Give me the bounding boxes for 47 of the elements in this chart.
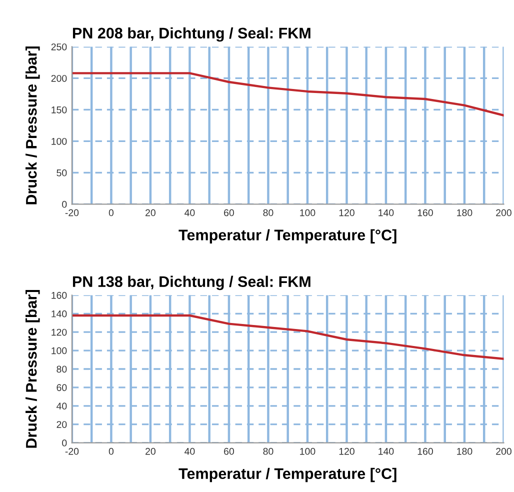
- x-axis-title: Temperatur / Temperature [°C]: [178, 229, 396, 244]
- x-tick-label: 20: [146, 209, 156, 216]
- y-tick-label: 40: [56, 402, 67, 410]
- x-tick-label: 80: [263, 448, 274, 455]
- x-tick-label: 40: [184, 448, 195, 455]
- x-tick-label: 120: [339, 448, 354, 455]
- x-tick-label: 200: [496, 209, 512, 216]
- x-axis-title: Temperatur / Temperature [°C]: [178, 468, 396, 482]
- x-tick-label: 80: [263, 209, 274, 216]
- y-tick-label: 0: [62, 200, 67, 208]
- y-tick-label: 100: [52, 347, 67, 354]
- x-tick-label: 140: [378, 448, 394, 455]
- line-series: [72, 314, 504, 360]
- y-tick-label: 120: [52, 328, 67, 336]
- x-tick-label: 160: [418, 209, 433, 216]
- x-tick-label: 100: [300, 448, 316, 455]
- x-tick-label: 140: [378, 209, 394, 216]
- y-tick-label: 100: [52, 138, 67, 145]
- chart-title: PN 208 bar, Dichtung / Seal: FKM: [72, 27, 310, 42]
- y-tick-label: 80: [56, 366, 67, 373]
- x-tick-label: 120: [339, 209, 354, 216]
- x-tick-label: 180: [457, 448, 472, 455]
- x-tick-label: 60: [224, 448, 234, 455]
- y-tick-label: 200: [51, 74, 67, 82]
- x-tick-label: -20: [65, 209, 79, 216]
- y-tick-label: 20: [56, 421, 67, 428]
- x-tick-label: 20: [146, 448, 156, 455]
- x-tick-label: 160: [418, 448, 433, 455]
- x-tick-label: -20: [65, 448, 79, 455]
- y-tick-label: 140: [52, 310, 67, 318]
- x-tick-label: 60: [224, 209, 234, 216]
- x-tick-label: 0: [108, 209, 114, 216]
- x-tick-label: 0: [108, 448, 114, 455]
- y-tick-label: 150: [52, 106, 67, 114]
- y-axis-title: Druck / Pressure [bar]: [26, 46, 40, 204]
- y-tick-label: 60: [56, 384, 67, 392]
- y-tick-label: 50: [56, 169, 67, 176]
- y-tick-label: 250: [51, 43, 67, 50]
- x-tick-label: 100: [300, 209, 316, 216]
- y-tick-label: 160: [52, 292, 67, 299]
- y-axis-title: Druck / Pressure [bar]: [26, 290, 40, 448]
- x-tick-label: 40: [184, 209, 195, 216]
- y-tick-label: 0: [62, 440, 67, 446]
- x-tick-label: 200: [496, 448, 512, 455]
- x-tick-label: 180: [457, 209, 472, 216]
- chart-title: PN 138 bar, Dichtung / Seal: FKM: [72, 276, 310, 290]
- line-series: [72, 72, 504, 116]
